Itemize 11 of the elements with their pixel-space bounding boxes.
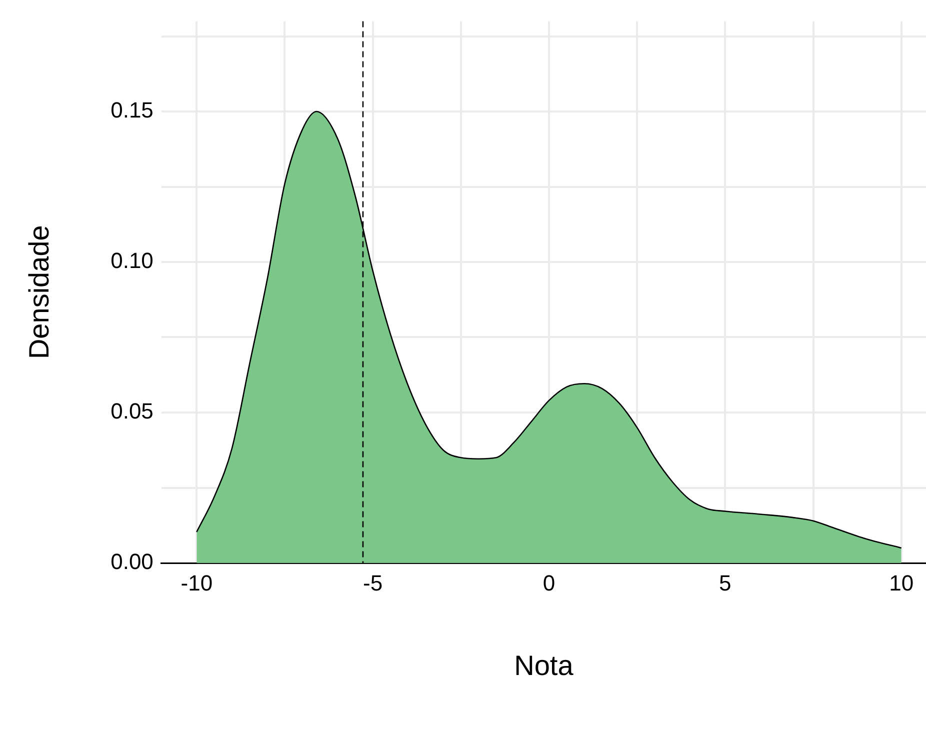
- x-tick-label: 0: [542, 570, 556, 596]
- x-tick-label: 10: [889, 570, 914, 596]
- x-tick-label: -5: [363, 570, 383, 596]
- y-tick-label: 0.15: [110, 98, 154, 123]
- y-tick-label: 0.10: [110, 248, 154, 274]
- y-tick-label: 0.00: [110, 549, 154, 574]
- x-axis-title: Nota: [514, 650, 574, 681]
- x-tick-label: -10: [180, 570, 213, 596]
- x-tick-label: 5: [719, 570, 732, 596]
- y-tick-label: 0.05: [110, 398, 154, 424]
- y-axis-title: Densidade: [24, 225, 55, 360]
